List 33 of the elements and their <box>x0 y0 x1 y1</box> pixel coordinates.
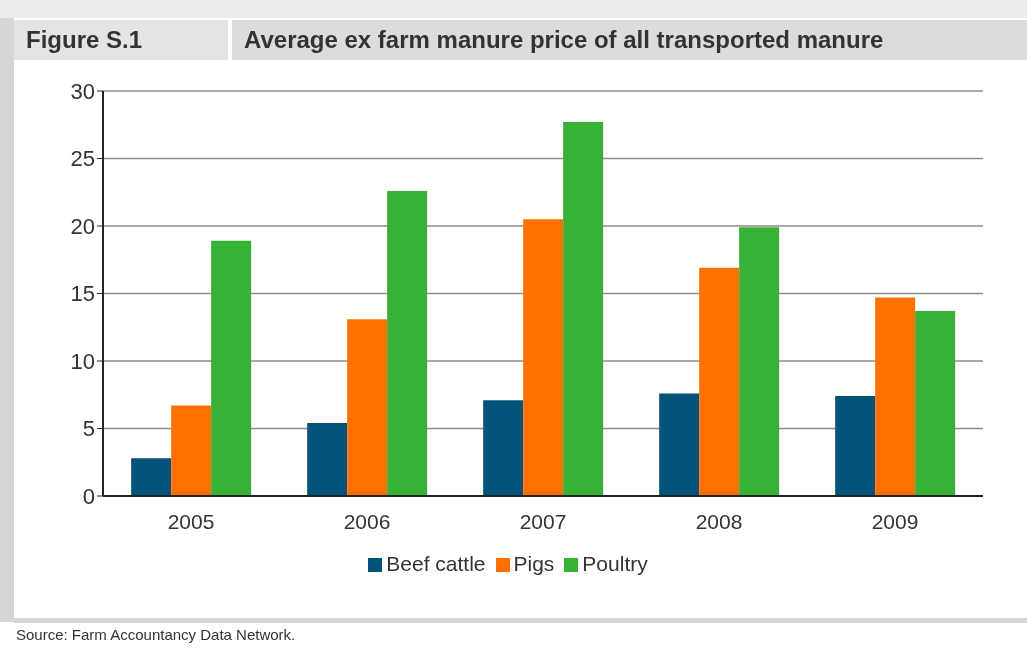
bar <box>875 297 916 496</box>
y-tick-label: 15 <box>70 281 95 307</box>
x-tick-label: 2006 <box>343 509 391 533</box>
bar <box>835 396 876 496</box>
bar <box>307 423 348 496</box>
x-tick-label: 2008 <box>695 509 743 533</box>
bar <box>171 405 212 496</box>
bar <box>211 240 252 496</box>
legend-label: Poultry <box>582 552 648 575</box>
bar <box>523 219 564 496</box>
bar <box>131 458 172 496</box>
x-tick-label: 2009 <box>871 509 919 533</box>
y-tick-label: 20 <box>70 213 95 239</box>
y-tick-label: 30 <box>70 78 95 104</box>
source-note: Source: Farm Accountancy Data Network. <box>16 626 296 643</box>
bar <box>739 227 780 496</box>
bar <box>483 400 524 496</box>
text: Figure S.1 <box>26 26 143 54</box>
bar <box>659 393 700 496</box>
bar <box>347 319 388 496</box>
bar <box>699 267 740 496</box>
y-tick-label: 0 <box>82 483 95 509</box>
chart-title: Average ex farm manure price of all transported manure <box>244 26 884 54</box>
bar <box>387 190 428 496</box>
y-tick-label: 10 <box>70 348 95 374</box>
x-tick-label: 2007 <box>519 509 567 533</box>
y-tick-label: 5 <box>82 416 95 442</box>
legend-label: Beef cattle <box>386 552 486 575</box>
bar <box>563 122 604 496</box>
legend-label: Pigs <box>513 552 555 575</box>
bar <box>915 311 956 496</box>
x-tick-label: 2005 <box>167 509 215 533</box>
y-tick-label: 25 <box>70 146 95 172</box>
